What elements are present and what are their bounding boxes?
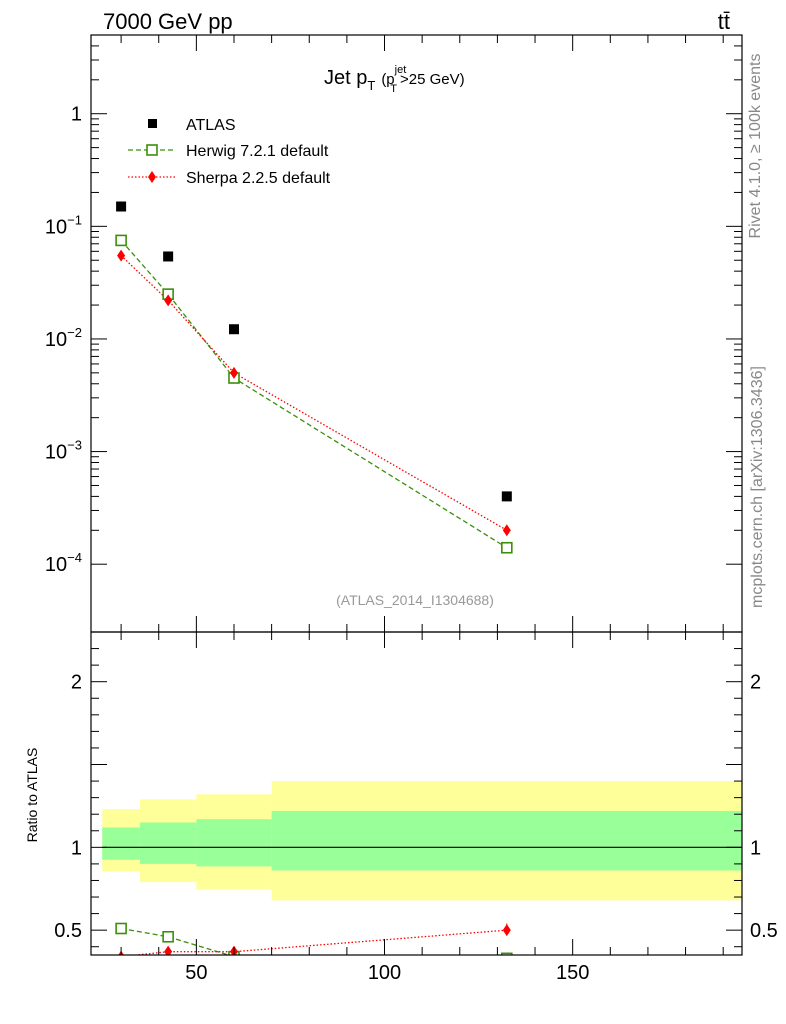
sherpa-ratio-point [164, 945, 173, 955]
ratio-y-tick-label-right: 1 [750, 837, 761, 859]
atlas-point [116, 201, 127, 212]
legend-marker-herwig [146, 144, 158, 156]
atlas-point [228, 324, 239, 335]
y-tick-label: 1 [71, 104, 82, 126]
y-tick-label-base: 1 [71, 104, 82, 126]
y-tick-label-base: 10 [45, 554, 67, 576]
rivet-label: Rivet 4.1.0, ≥ 100k events [747, 54, 764, 239]
energy-label: 7000 GeV pp [103, 9, 233, 34]
y-tick-label-base: 10 [45, 216, 67, 238]
mcplots-label: mcplots.cern.ch [arXiv:1306.3436] [749, 366, 766, 608]
y-tick-label-base: 10 [45, 442, 67, 464]
analysis-annotation: (ATLAS_2014_I1304688) [336, 592, 494, 608]
y-tick-label-exp: −4 [67, 550, 82, 565]
y-tick-label: 10−2 [45, 325, 82, 351]
ratio-frame [90, 631, 743, 956]
sherpa-point [502, 524, 511, 537]
x-tick-label: 150 [556, 962, 589, 984]
ratio-y-tick-label-right: 2 [750, 672, 761, 694]
sherpa-point [117, 249, 126, 262]
herwig-ratio-line [120, 927, 231, 955]
sherpa-ratio-line [130, 929, 507, 955]
herwig-line [120, 239, 508, 549]
y-tick-label-base: 10 [45, 329, 67, 351]
herwig-ratio-point [501, 952, 513, 955]
atlas-point [501, 491, 512, 502]
main-title: Jet pT (pjet T>25 GeV) [324, 64, 465, 95]
legend-label-atlas: ATLAS [186, 117, 236, 134]
y-tick-label: 10−4 [45, 550, 82, 576]
ratio-y-tick-label-left: 0.5 [54, 920, 82, 942]
y-tick-label: 10−1 [45, 212, 82, 238]
process-label: tt̄ [718, 9, 730, 34]
title-main: Jet p [324, 67, 367, 89]
sherpa-line [120, 255, 508, 531]
band-inner [139, 822, 197, 864]
legend-label-sherpa: Sherpa 2.2.5 default [186, 170, 331, 187]
y-tick-label: 10−3 [45, 438, 82, 464]
main-panel: 110−110−210−310−4 Jet pT (pjet T>25 GeV) A… [45, 34, 743, 633]
title-paren-close: >25 GeV) [400, 71, 465, 88]
y-tick-label-exp: −1 [67, 212, 82, 227]
ratio-y-tick-label-left: 1 [71, 837, 82, 859]
ratio-panel: 0.5 0.5 1 1 2 2 50 100 150 Ratio to ATLAS [24, 631, 778, 984]
band-inner [102, 827, 140, 860]
herwig-ratio-point [115, 922, 127, 935]
x-tick-label: 50 [185, 962, 207, 984]
band-inner [271, 810, 742, 871]
y-tick-label-exp: −2 [67, 325, 82, 340]
y-tick-label-exp: −3 [67, 438, 82, 453]
herwig-ratio-point [162, 930, 174, 943]
sherpa-point [229, 366, 238, 379]
title-sup: jet [394, 64, 407, 76]
atlas-point [163, 251, 174, 262]
ratio-y-tick-label-left: 2 [71, 672, 82, 694]
legend: ATLAS Herwig 7.2.1 default Sherpa 2.2.5 … [128, 117, 331, 187]
title-sub: T [367, 78, 375, 93]
sherpa-point [164, 294, 173, 307]
legend-marker-sherpa [148, 171, 156, 183]
legend-label-herwig: Herwig 7.2.1 default [186, 143, 329, 160]
title-sub2: T [390, 83, 397, 95]
title-paren: (p [381, 71, 394, 88]
band-inner [196, 819, 272, 867]
sherpa-ratio-point [502, 924, 511, 937]
ratio-y-tick-label-right: 0.5 [750, 920, 778, 942]
herwig-point [501, 541, 513, 554]
herwig-point [115, 234, 127, 247]
ratio-ylabel: Ratio to ATLAS [24, 748, 40, 843]
x-tick-label: 100 [368, 962, 401, 984]
legend-marker-atlas [148, 119, 157, 128]
